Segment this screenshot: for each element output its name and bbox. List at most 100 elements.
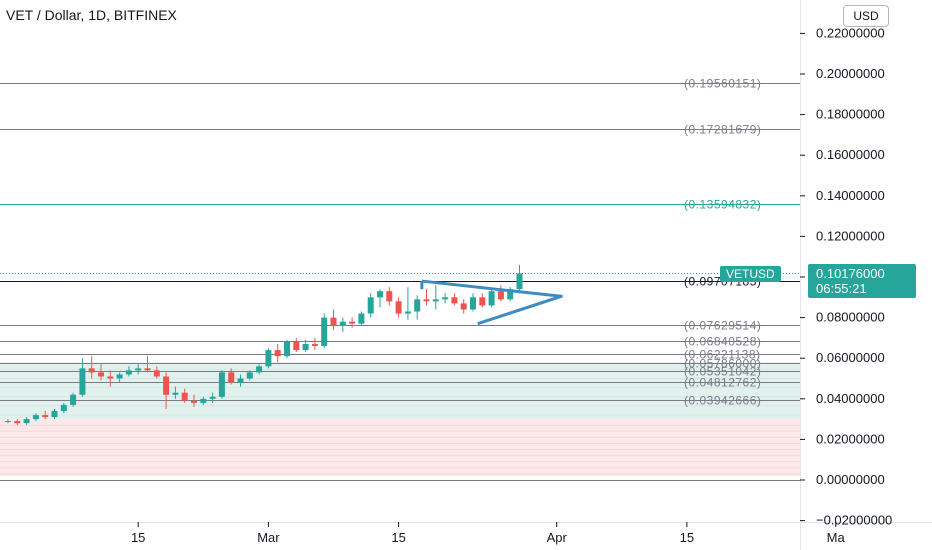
candle xyxy=(284,339,290,359)
candle-body xyxy=(116,374,123,379)
currency-button[interactable]: USD xyxy=(843,5,889,27)
y-tick-label: 0.12000000 xyxy=(816,228,885,243)
candle-body xyxy=(442,297,449,300)
x-tick-label: 15 xyxy=(391,530,405,545)
candle xyxy=(442,293,449,304)
candle-body xyxy=(339,321,346,326)
candle xyxy=(404,287,411,320)
candle xyxy=(256,364,263,375)
candle xyxy=(191,394,197,407)
countdown: 06:55:21 xyxy=(816,281,867,296)
triangle-pattern xyxy=(421,279,563,326)
candle xyxy=(237,374,244,387)
candle-body xyxy=(497,291,504,300)
candle-body xyxy=(23,419,30,424)
candle xyxy=(23,417,30,426)
candle-body xyxy=(330,317,337,326)
candle-body xyxy=(516,273,523,290)
candle xyxy=(516,264,523,294)
candle xyxy=(218,370,225,399)
candle-body xyxy=(321,317,328,347)
candle-body xyxy=(246,372,253,379)
candle-body xyxy=(135,368,142,371)
candle-body xyxy=(265,350,272,367)
candle-body xyxy=(88,368,95,373)
candle xyxy=(330,309,337,330)
candle xyxy=(377,289,383,308)
candle-body xyxy=(311,343,318,347)
level-label: (0.05351042) xyxy=(684,365,761,379)
candle xyxy=(228,368,235,385)
candle xyxy=(488,289,495,308)
candle-body xyxy=(228,372,235,383)
level-label: (0.06221138) xyxy=(684,348,761,362)
candle-body xyxy=(32,415,39,420)
candle-body xyxy=(358,313,365,324)
candle xyxy=(181,388,188,403)
candle xyxy=(395,297,402,318)
candle xyxy=(209,392,216,403)
candle xyxy=(302,339,309,353)
candle xyxy=(246,370,253,381)
level-label: (0.13594832) xyxy=(684,198,761,212)
level-label: (0.19560151) xyxy=(684,77,761,91)
candle-body xyxy=(367,297,374,314)
candle-body xyxy=(470,297,476,310)
candle xyxy=(497,285,504,302)
y-tick-label: 0.18000000 xyxy=(816,107,885,122)
candle xyxy=(144,356,151,373)
candle xyxy=(265,348,272,369)
candle-body xyxy=(200,398,207,403)
y-tick-label: 0.20000000 xyxy=(816,66,885,81)
y-tick-label: 0.04000000 xyxy=(816,391,885,406)
candle xyxy=(451,293,458,306)
x-tick-label: Mar xyxy=(257,530,280,545)
candle xyxy=(172,386,179,399)
level-label: (0.03942666) xyxy=(684,394,761,408)
y-tick-label: 0.00000000 xyxy=(816,472,885,487)
candle-body xyxy=(377,291,383,298)
candle xyxy=(88,356,95,379)
candle-body xyxy=(423,299,430,302)
candle-body xyxy=(284,341,290,357)
x-tick-label: 15 xyxy=(131,530,145,545)
candle-body xyxy=(163,376,170,395)
chart-title: VET / Dollar, 1D, BITFINEX xyxy=(6,7,177,23)
candle xyxy=(125,366,132,377)
candle-body xyxy=(256,366,263,373)
y-tick-label: 0.14000000 xyxy=(816,188,885,203)
y-tick-label: 0.06000000 xyxy=(816,350,885,365)
candle xyxy=(200,396,207,405)
candle xyxy=(70,392,77,407)
candle-body xyxy=(460,303,467,310)
candle-body xyxy=(414,299,421,312)
x-tick-label: Ma xyxy=(827,530,846,545)
candle xyxy=(5,419,11,424)
red-zone xyxy=(0,419,800,476)
candle xyxy=(79,358,86,397)
candle xyxy=(470,293,476,312)
candle xyxy=(293,337,300,353)
candle-body xyxy=(432,299,439,302)
candle-body xyxy=(107,376,114,379)
candle-body xyxy=(172,392,179,395)
candle-body xyxy=(125,370,132,375)
level-label: (0.05786000) xyxy=(684,357,761,371)
candle-body xyxy=(479,297,486,306)
level-label: (0.04812762) xyxy=(684,376,761,390)
candle xyxy=(349,317,356,328)
candle-body xyxy=(181,392,188,401)
candle xyxy=(135,364,142,375)
candle xyxy=(98,364,104,381)
candle xyxy=(423,289,430,306)
candle xyxy=(60,402,67,414)
green-zone xyxy=(0,362,800,420)
candle xyxy=(479,293,486,308)
candle xyxy=(42,410,49,420)
level-label: (0.17281679) xyxy=(684,123,761,137)
candle-body xyxy=(153,370,160,377)
candle-body xyxy=(60,404,67,411)
candle xyxy=(14,419,21,426)
candle-body xyxy=(386,291,393,302)
